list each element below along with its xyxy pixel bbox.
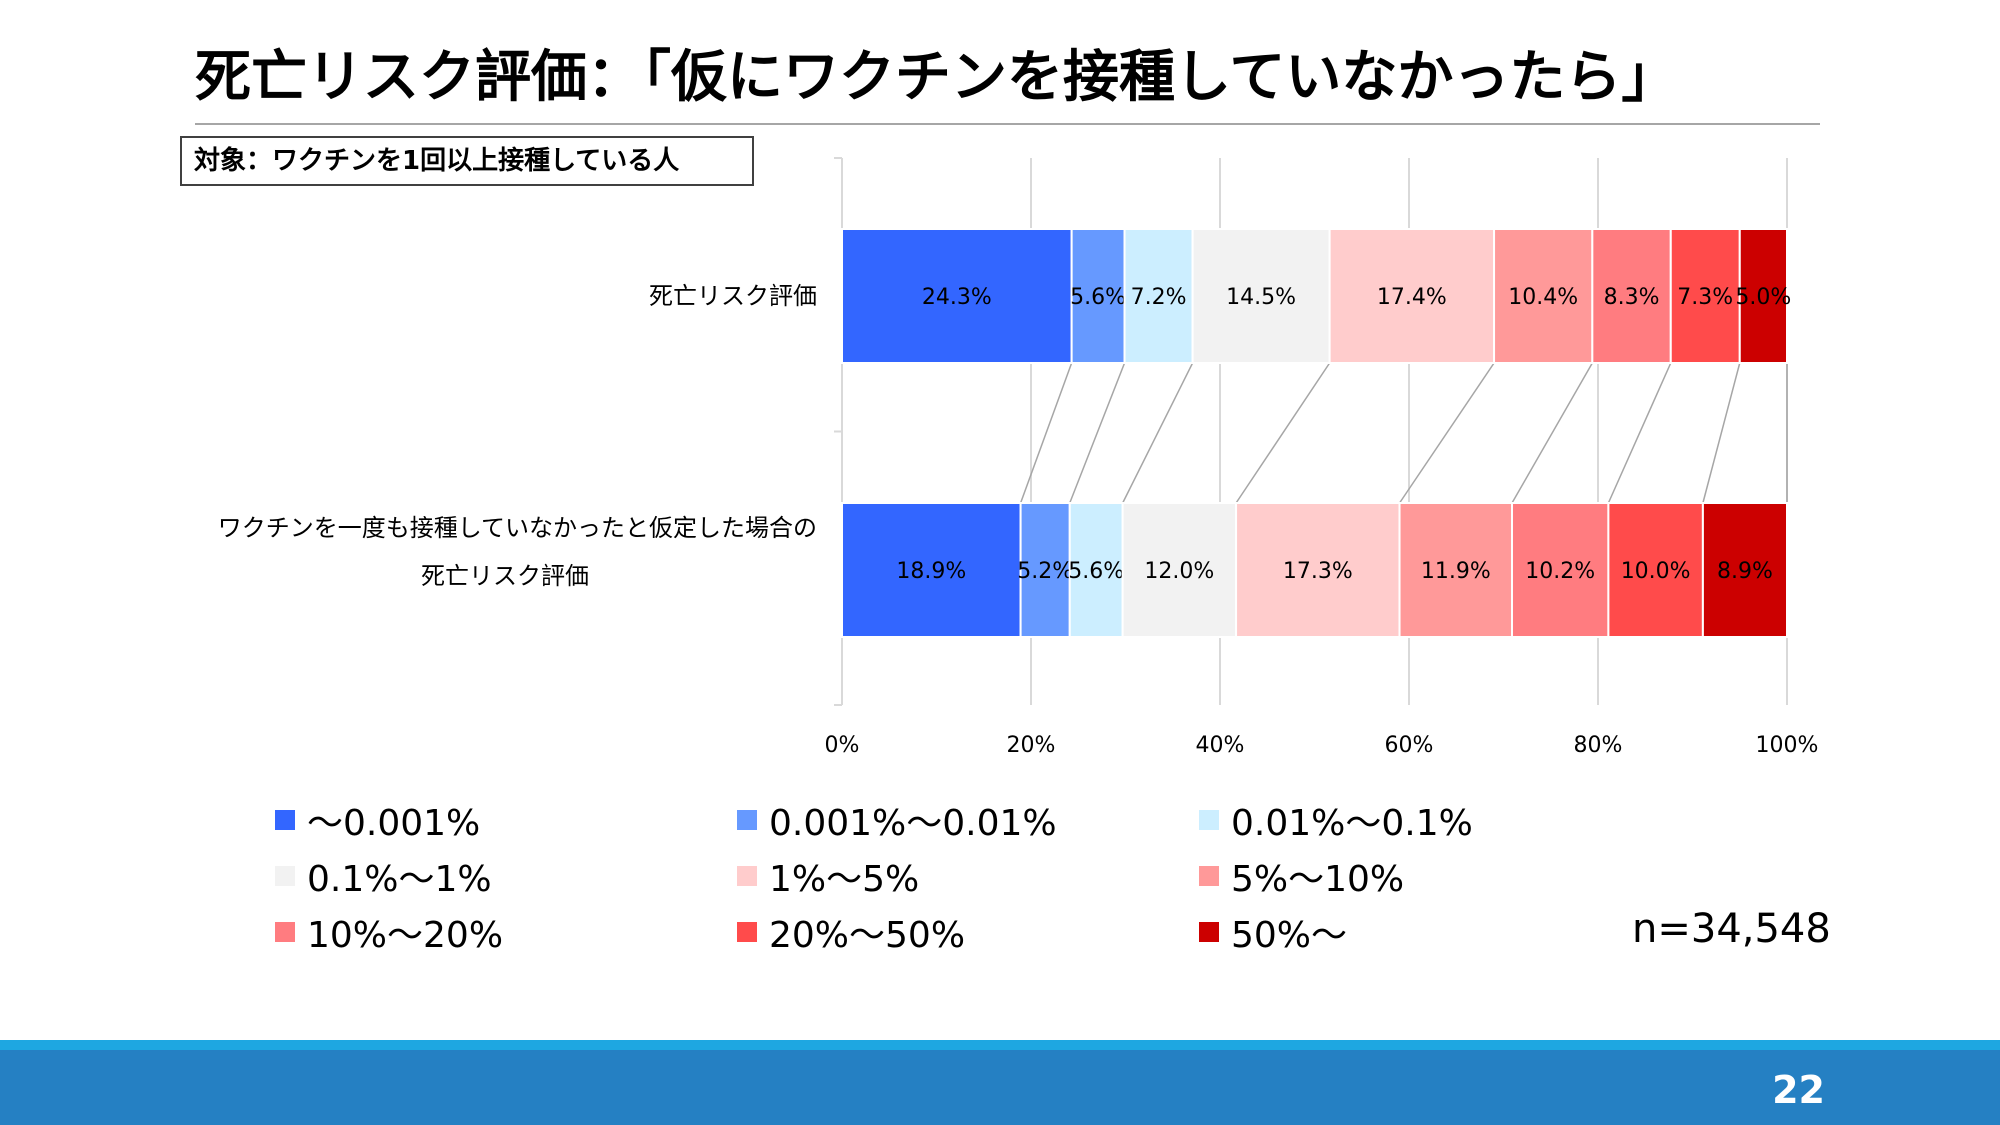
legend-swatch (275, 810, 295, 830)
x-tick-label: 40% (1196, 733, 1245, 758)
footer-accent-bar (0, 1040, 2000, 1050)
footer-bar (0, 1050, 2000, 1125)
series-connector-line (1069, 362, 1126, 504)
series-connector-line (1019, 362, 1073, 504)
data-label: 5.2% (1017, 559, 1073, 584)
legend-item: 5%〜10% (1199, 851, 1404, 901)
legend-swatch (1199, 810, 1219, 830)
legend-label: 0.01%〜0.1% (1231, 803, 1473, 844)
category-label: 死亡リスク評価 (649, 282, 817, 310)
series-connector-line (1398, 362, 1495, 504)
series-connector-line (1607, 362, 1672, 504)
data-label: 14.5% (1226, 285, 1296, 310)
legend-item: 20%〜50% (737, 907, 965, 957)
legend-swatch (1199, 922, 1219, 942)
legend-label: 50%〜 (1231, 915, 1348, 956)
x-tick-label: 0% (825, 733, 860, 758)
legend-item: 10%〜20% (275, 907, 503, 957)
data-label: 24.3% (922, 285, 992, 310)
data-label: 8.3% (1604, 285, 1660, 310)
data-label: 18.9% (896, 559, 966, 584)
legend-swatch (275, 866, 295, 886)
legend-swatch (1199, 866, 1219, 886)
bar-segment (841, 228, 1073, 364)
legend-swatch (275, 922, 295, 942)
slide-title: 死亡リスク評価：「仮にワクチンを接種していなかったら」 (195, 45, 1678, 110)
legend-item: 0.01%〜0.1% (1199, 795, 1473, 845)
legend-label: 0.001%〜0.01% (769, 803, 1057, 844)
series-connector-line (1702, 362, 1741, 504)
data-label: 10.2% (1525, 559, 1595, 584)
bar-segment (1070, 228, 1126, 364)
title-divider (195, 123, 1820, 125)
data-label: 7.3% (1677, 285, 1733, 310)
data-label: 8.9% (1717, 559, 1773, 584)
series-connector-line (1235, 362, 1331, 504)
legend-label: 1%〜5% (769, 859, 920, 900)
x-tick-label: 80% (1574, 733, 1623, 758)
chart-legend: 〜0.001% 0.001%〜0.01% 0.01%〜0.1% 0.1%〜1% 1%〜5… (275, 795, 1875, 965)
legend-swatch (737, 866, 757, 886)
bar-segment (1191, 228, 1331, 364)
data-label: 11.9% (1421, 559, 1491, 584)
legend-item: 0.1%〜1% (275, 851, 492, 901)
legend-item: 1%〜5% (737, 851, 919, 901)
bar-segment (1738, 228, 1788, 364)
data-label: 5.6% (1070, 285, 1126, 310)
x-tick-label: 20% (1007, 733, 1056, 758)
legend-item: 0.001%〜0.01% (737, 795, 1057, 845)
legend-label: 10%〜20% (307, 915, 504, 956)
legend-label: 20%〜50% (769, 915, 966, 956)
bar-segment (1123, 228, 1194, 364)
data-label: 5.0% (1735, 285, 1791, 310)
legend-swatch (737, 922, 757, 942)
bar-segment (1511, 502, 1610, 638)
data-label: 5.6% (1068, 559, 1124, 584)
bar-segment (1235, 502, 1401, 638)
x-tick-label: 100% (1756, 733, 1819, 758)
target-audience-box: 対象：ワクチンを1回以上接種している人 (180, 136, 754, 186)
x-tick-label: 60% (1385, 733, 1434, 758)
bar-segment (1019, 502, 1071, 638)
legend-item: 〜0.001% (275, 795, 480, 845)
category-label: ワクチンを一度も接種していなかったと仮定した場合の (218, 514, 817, 542)
data-label: 7.2% (1131, 285, 1187, 310)
series-connector-line (1121, 362, 1194, 504)
data-label: 10.4% (1508, 285, 1578, 310)
legend-label: 5%〜10% (1231, 859, 1405, 900)
bar-segment (1493, 228, 1594, 364)
category-label: 死亡リスク評価 (421, 562, 589, 590)
data-label: 17.3% (1283, 559, 1353, 584)
bar-segment (1398, 502, 1514, 638)
bar-segment (1701, 502, 1789, 638)
bar-segment (1591, 228, 1672, 364)
data-label: 12.0% (1144, 559, 1214, 584)
data-label: 17.4% (1377, 285, 1447, 310)
bar-segment (1607, 502, 1704, 638)
sample-size-label: n=34,548 (1632, 906, 1831, 952)
stacked-bar-chart: 0% 20% 40% 60% 80% 100%24.3% 5.6% 7.2% 14.5% 17.4… (218, 157, 1819, 758)
series-connector-line (1511, 362, 1593, 504)
bar-segment (1328, 228, 1496, 364)
page-number: 22 (1772, 1068, 1825, 1112)
legend-label: 〜0.001% (307, 803, 481, 844)
legend-item: 50%〜 (1199, 907, 1347, 957)
legend-label: 0.1%〜1% (307, 859, 492, 900)
data-label: 10.0% (1621, 559, 1691, 584)
bar-segment (1121, 502, 1238, 638)
legend-swatch (737, 810, 757, 830)
bar-segment (1669, 228, 1741, 364)
